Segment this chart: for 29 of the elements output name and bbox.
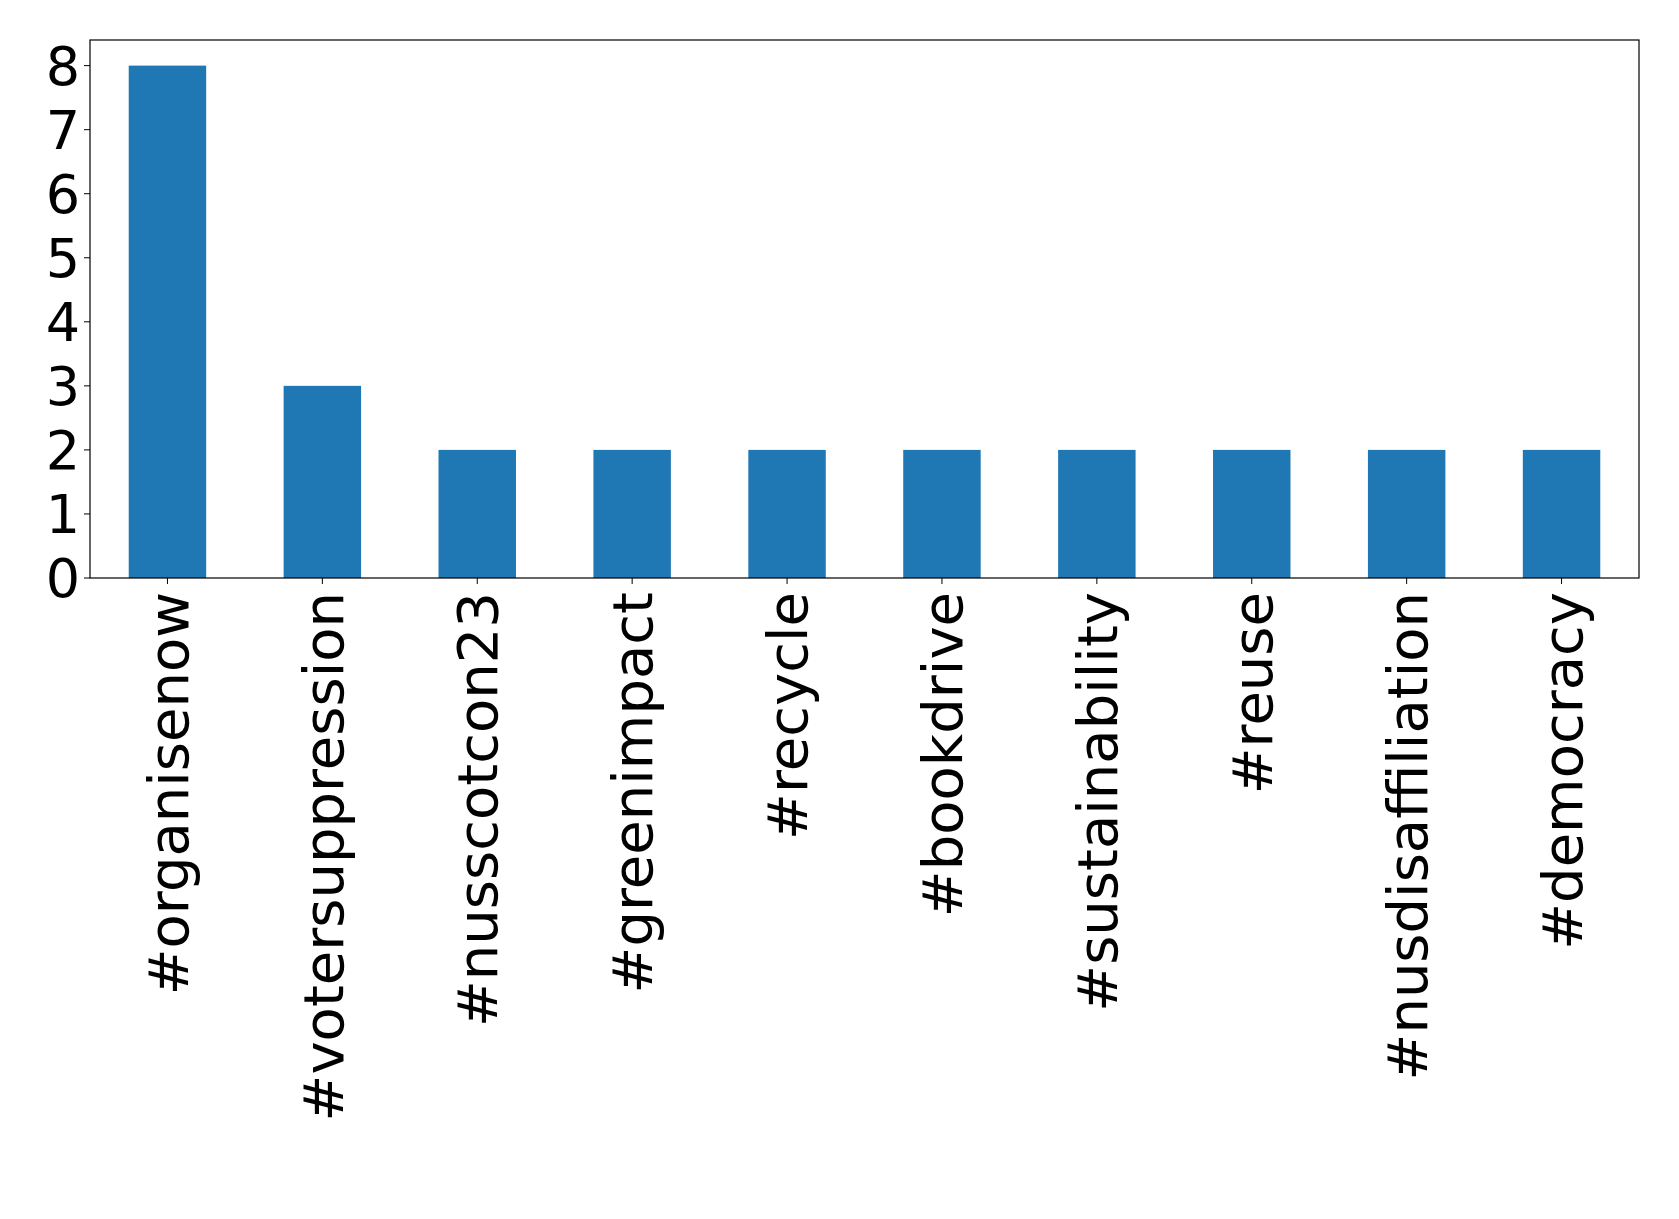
bar [748,449,826,578]
bar [1058,449,1136,578]
y-tick-label: 4 [45,291,80,355]
y-tick-label: 2 [45,419,80,483]
y-tick-label: 7 [45,99,80,163]
y-tick-label: 6 [45,163,80,227]
bar [1522,449,1601,578]
x-tick-label: #nusdisaffiliation [1374,592,1440,1081]
x-tick-label: #nusscotcon23 [445,592,511,1028]
bar [438,449,516,578]
y-tick-label: 1 [45,483,80,547]
bar [283,385,362,578]
y-tick-label: 8 [45,35,80,99]
y-tick-label: 3 [45,355,80,419]
x-tick-label: #reuse [1219,592,1285,795]
x-tick-label: #sustainability [1065,592,1131,1012]
y-tick-label: 5 [45,227,80,291]
x-tick-label: #democracy [1529,592,1595,950]
bar [1367,449,1446,578]
bar [593,449,671,578]
bar [128,65,207,578]
bar [1213,449,1291,578]
bar [903,449,981,578]
x-tick-label: #bookdrive [910,592,976,918]
x-tick-label: #organisenow [135,592,201,996]
y-tick-label: 0 [45,547,80,611]
x-tick-label: #votersuppression [290,592,356,1122]
x-tick-label: #recycle [755,592,821,840]
x-tick-label: #greenimpact [600,592,666,994]
